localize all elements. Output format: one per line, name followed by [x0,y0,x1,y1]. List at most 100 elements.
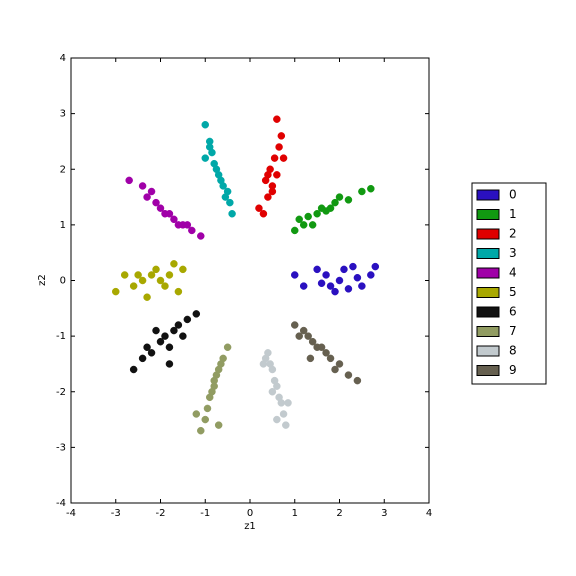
x-tick-label: -2 [156,508,166,519]
point [188,226,196,235]
point [219,354,227,363]
legend-label: 3 [509,246,517,260]
point [291,321,299,329]
point [322,349,330,357]
y-tick-label: 2 [60,164,66,175]
point [210,382,218,390]
point [344,285,353,293]
point [156,204,165,212]
point [226,198,234,207]
point [152,198,160,207]
point [313,210,321,218]
point [223,343,232,351]
point [279,410,288,418]
point [304,332,312,340]
point [268,187,277,196]
point [170,326,178,335]
point [138,182,147,190]
point [259,360,268,368]
legend-swatch [476,248,500,259]
point [264,193,272,201]
point [275,143,283,151]
point [174,321,183,329]
point [284,399,292,407]
point [165,360,174,368]
point [125,176,133,185]
point [291,271,299,279]
point [277,132,286,140]
point [291,226,299,235]
point [299,282,308,290]
point [255,204,263,212]
point [183,221,192,229]
point [273,115,281,123]
plot-frame [70,57,430,504]
point [326,204,335,212]
x-tick-label: 4 [426,508,432,519]
point [340,265,348,274]
point [120,271,129,279]
legend-swatch [476,287,500,298]
point [203,404,212,413]
point [170,260,178,268]
y-tick-label: 1 [60,220,66,231]
legend-label: 7 [509,324,517,338]
point [268,365,277,374]
point [174,287,183,296]
y-tick-label: 3 [60,109,66,120]
x-tick-label: -4 [66,508,76,519]
y-tick-label: -2 [56,387,66,398]
point [264,171,272,179]
point [326,354,335,363]
point [138,354,147,363]
point [170,215,178,224]
legend-swatch [476,267,500,279]
legend-swatch [476,189,500,201]
point [273,382,281,390]
x-tick-label: 0 [247,508,253,519]
point [201,121,209,129]
point [371,262,380,271]
point [331,287,339,296]
point [335,360,344,368]
point [165,271,174,279]
point [161,282,169,290]
x-tick-label: -3 [111,508,121,519]
legend-label: 6 [509,305,517,319]
point [304,212,312,221]
point [228,210,236,218]
point [201,415,209,424]
legend-label: 2 [509,227,517,241]
point [326,282,335,290]
point [295,332,303,340]
y-tick-label: -3 [56,442,66,453]
point [367,184,375,193]
legend-label: 9 [509,363,517,377]
point [197,232,205,240]
point [344,371,353,379]
point [214,421,223,429]
x-tick-label: 3 [381,508,387,519]
point [165,343,174,351]
y-tick-label: 4 [60,53,66,64]
y-tick-label: -1 [56,331,66,342]
point [147,187,156,196]
point [259,210,268,218]
legend-label: 1 [509,207,517,221]
point [134,271,142,279]
point [156,337,165,346]
point [317,279,326,288]
point [143,193,151,201]
point [129,282,138,290]
point [143,343,151,351]
point [161,332,169,340]
point [273,171,281,179]
point [299,221,308,229]
point [299,326,308,335]
point [152,265,160,274]
point [197,426,205,435]
point [192,410,201,418]
point [156,276,165,285]
x-axis-label: z1 [244,521,256,532]
point [217,176,225,185]
